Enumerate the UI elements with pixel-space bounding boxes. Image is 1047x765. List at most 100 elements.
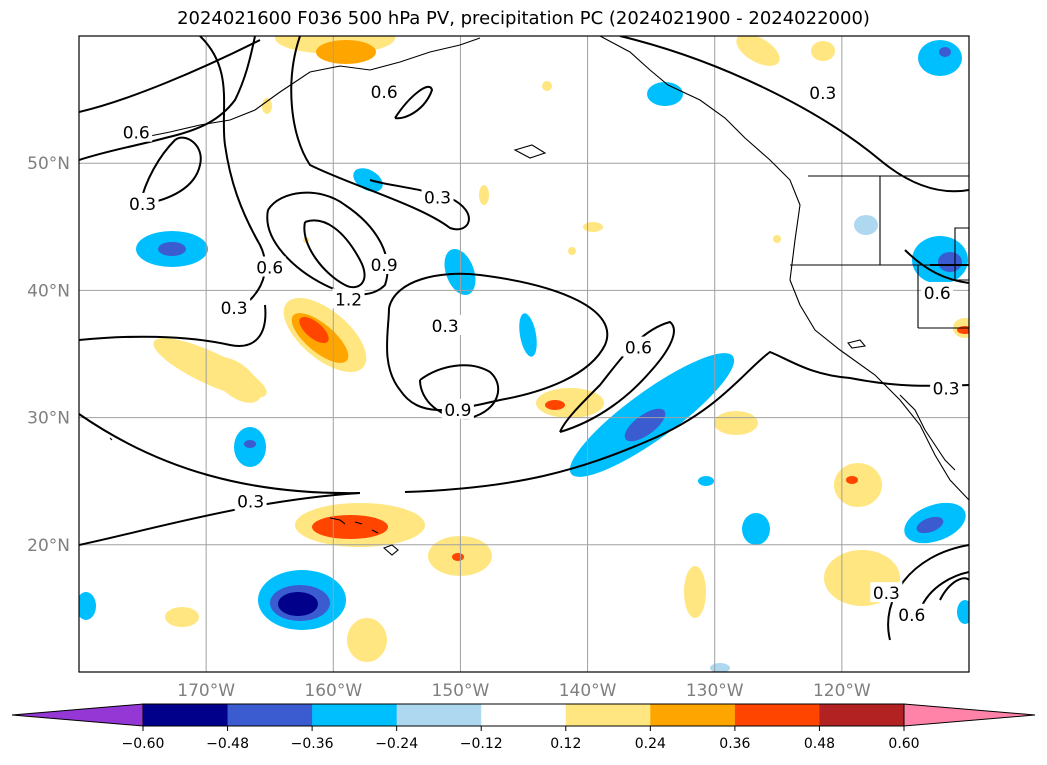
colorbar-tick-label: 0.48 [804,736,835,752]
precip-region [210,357,262,403]
colorbar-tick-label: −0.24 [375,736,418,752]
precip-region [479,185,489,205]
precip-region [278,592,318,616]
colorbar-segment [481,704,567,726]
lon-tick-label: 150°W [432,681,490,701]
pv-contour-line [139,136,202,206]
coastline-segment [847,339,867,349]
longitude-labels: 170°W 160°W 150°W 140°W 130°W 120°W [177,681,871,701]
pv-contour-line [79,492,361,546]
contour-label-background [870,582,903,603]
contour-label-background [421,186,454,207]
precip-region [452,553,464,561]
pv-contour-line [919,571,969,611]
colorbar-segment [396,704,482,726]
precip-region [545,400,565,410]
precip-region [158,242,186,256]
contour-label: 0.9 [371,256,398,276]
precip-region [347,618,387,662]
contour-label-background [368,253,401,274]
coastline-segment [599,36,969,501]
precip-region [939,47,951,57]
precip-region [583,222,603,232]
colorbar-tick-label: 0.24 [635,736,666,752]
pv-contour-line [266,191,389,296]
plot-frame [78,35,970,673]
contour-label-background [429,315,462,336]
pv-contour-line [404,350,969,493]
precip-region [79,592,96,620]
lon-tick-label: 170°W [177,681,235,701]
precip-region [568,247,576,255]
colorbar-extend-min [11,703,144,727]
contour-label: 0.6 [371,83,398,103]
coastline-segment [329,517,346,525]
precip-region [262,98,272,114]
pv-contours [79,36,969,641]
contour-label-background [895,603,928,624]
colorbar-tick-label: −0.48 [206,736,249,752]
coastline-segment [109,437,113,441]
precip-region [624,408,666,442]
contour-label: 1.2 [335,290,362,310]
lat-tick-label: 50°N [27,154,70,174]
contour-label-background [253,256,286,277]
precip-region [312,515,388,539]
contour-label: 0.9 [444,401,471,421]
precip-region [299,316,329,344]
precip-region [916,516,944,534]
coastline-segment [382,544,399,556]
pv-contour-line [619,36,969,193]
colorbar-segment [143,704,229,726]
precip-region [165,607,199,627]
precip-region [918,40,962,76]
contour-label: 0.3 [432,317,459,337]
pv-contour-line [939,577,969,601]
contour-label-background [368,80,401,101]
pv-contour-labels: 0.60.60.30.60.3 1.20.90.30.30.90.60.30.60… [120,80,963,626]
precip-region [957,600,969,624]
lon-tick-label: 120°W [813,681,871,701]
precip-region [854,215,878,235]
contour-label-background [622,336,655,357]
colorbar-extend-max [903,703,1036,727]
contour-label: 0.3 [237,493,264,513]
pv-contour-line [79,39,261,113]
coastline-segment [129,37,481,141]
contour-label: 0.3 [221,299,248,319]
lat-tick-label: 40°N [27,281,70,301]
precip-region [736,36,780,66]
coastlines [109,36,969,556]
contour-label: 0.3 [129,195,156,215]
contour-label-background [218,297,251,318]
pv-contour-line [904,249,969,284]
contour-label: 0.6 [924,284,951,304]
pv-contour-line [394,85,434,120]
lat-tick-label: 30°N [27,409,70,429]
colorbar-segment [565,704,651,726]
precip-region [244,440,256,448]
contour-label-background [441,398,474,419]
precip-region [714,411,758,435]
precip-region [846,476,858,484]
contour-label: 0.6 [123,124,150,144]
precip-region [834,463,882,507]
pv-contour-line [386,272,609,411]
pv-contour-line [887,544,969,641]
contour-label-background [921,281,954,302]
coastline-segment [899,394,956,471]
colorbar: −0.60 −0.48 −0.36 −0.24 −0.12 0.12 0.24 0.36 0.4… [11,703,1036,752]
precip-region [316,40,376,64]
coastline-segment [954,227,969,281]
contour-label: 0.6 [625,339,652,359]
gridlines [79,36,969,672]
colorbar-tick-label: −0.36 [291,736,334,752]
pv-contour-line [559,320,675,433]
pv-contour-line [303,219,366,289]
precip-region [519,313,537,357]
pv-contour-line [79,413,361,495]
lat-tick-label: 20°N [27,536,70,556]
pv-contour-line [79,304,267,347]
map-title: 2024021600 F036 500 hPa PV, precipitatio… [177,8,870,29]
